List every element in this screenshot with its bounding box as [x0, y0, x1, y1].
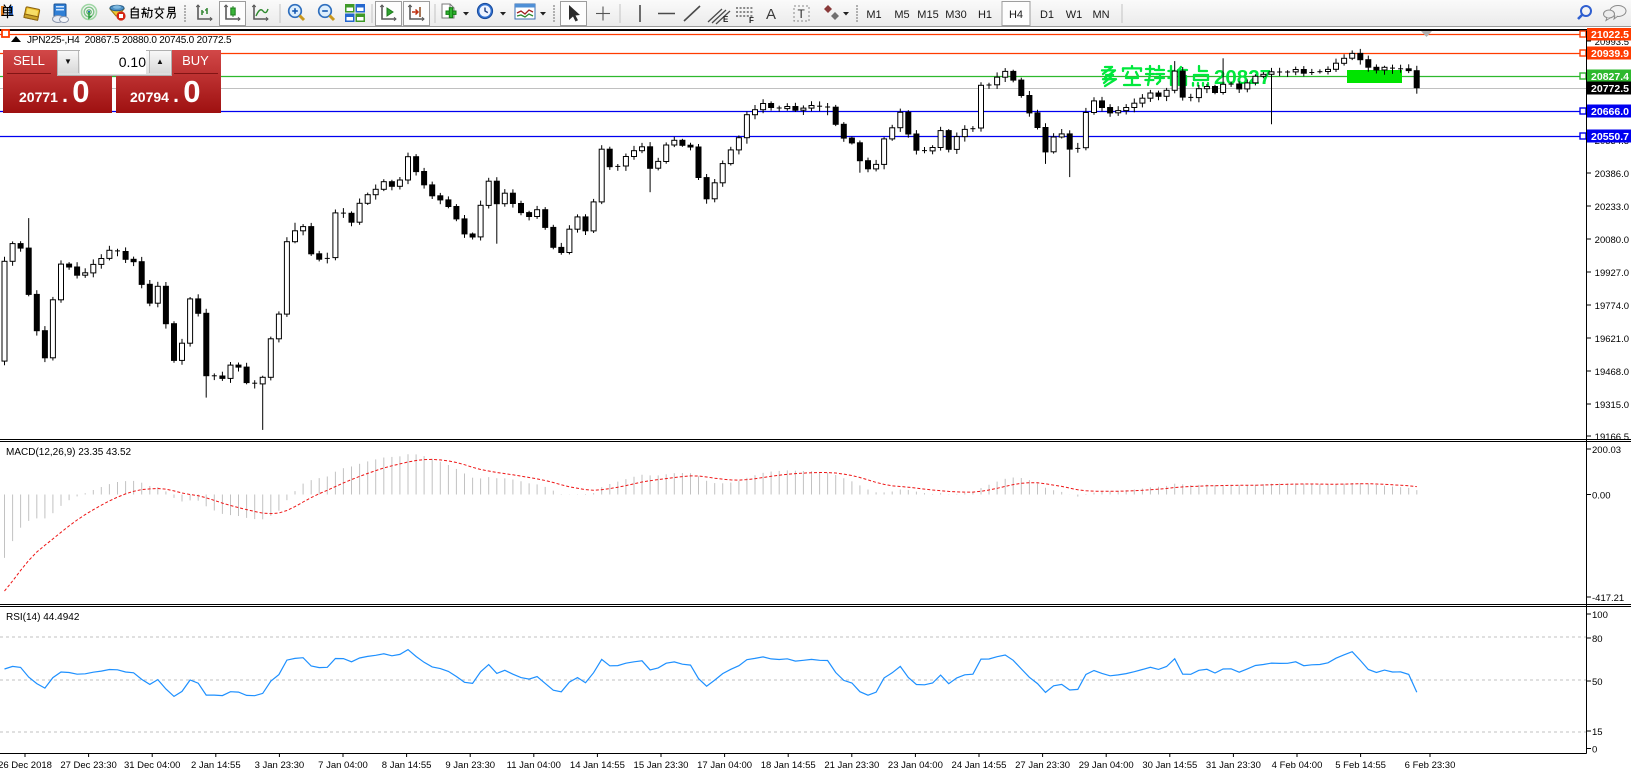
- svg-text:H4: H4: [1009, 9, 1023, 21]
- svg-text:15: 15: [1592, 727, 1603, 738]
- svg-text:19774.0: 19774.0: [1595, 301, 1629, 312]
- svg-text:20772.5: 20772.5: [1591, 83, 1629, 95]
- svg-text:19621.0: 19621.0: [1595, 334, 1629, 345]
- svg-text:20550.7: 20550.7: [1591, 131, 1629, 143]
- svg-text:20993.5: 20993.5: [1595, 37, 1629, 48]
- svg-text:F: F: [749, 16, 754, 25]
- svg-text:24 Jan 14:55: 24 Jan 14:55: [952, 760, 1007, 771]
- svg-text:3 Jan 23:30: 3 Jan 23:30: [255, 760, 305, 771]
- svg-text:31 Jan 23:30: 31 Jan 23:30: [1206, 760, 1261, 771]
- svg-text:29 Jan 04:00: 29 Jan 04:00: [1079, 760, 1134, 771]
- svg-text:6 Feb 23:30: 6 Feb 23:30: [1405, 760, 1456, 771]
- svg-text:T: T: [798, 7, 806, 21]
- svg-text:18 Jan 14:55: 18 Jan 14:55: [761, 760, 816, 771]
- svg-text:D1: D1: [1040, 9, 1054, 21]
- svg-text:-417.21: -417.21: [1592, 593, 1624, 604]
- svg-text:50: 50: [1592, 677, 1603, 688]
- svg-text:4 Feb 04:00: 4 Feb 04:00: [1272, 760, 1323, 771]
- svg-text:20939.9: 20939.9: [1591, 48, 1629, 60]
- svg-text:H1: H1: [978, 9, 992, 21]
- svg-text:20666.0: 20666.0: [1591, 106, 1629, 118]
- svg-text:7 Jan 04:00: 7 Jan 04:00: [318, 760, 368, 771]
- svg-text:30 Jan 14:55: 30 Jan 14:55: [1142, 760, 1197, 771]
- svg-text:M5: M5: [894, 9, 909, 21]
- svg-text:E: E: [723, 15, 729, 24]
- svg-text:19315.0: 19315.0: [1595, 400, 1629, 411]
- svg-text:JPN225-,H4 20867.5 20880.0 20: JPN225-,H4 20867.5 20880.0 20745.0 20772…: [27, 35, 232, 46]
- svg-text:9 Jan 23:30: 9 Jan 23:30: [445, 760, 495, 771]
- svg-text:W1: W1: [1066, 9, 1083, 21]
- svg-text:26 Dec 2018: 26 Dec 2018: [0, 760, 52, 771]
- svg-text:21022.5: 21022.5: [1591, 29, 1629, 41]
- svg-text:20233.0: 20233.0: [1595, 202, 1629, 213]
- svg-text:19927.0: 19927.0: [1595, 268, 1629, 279]
- svg-text:80: 80: [1592, 634, 1603, 645]
- svg-text:8 Jan 14:55: 8 Jan 14:55: [382, 760, 432, 771]
- svg-text:20386.0: 20386.0: [1595, 169, 1629, 180]
- svg-text:200.03: 200.03: [1592, 445, 1621, 456]
- svg-text:M15: M15: [917, 9, 938, 21]
- svg-text:2 Jan 14:55: 2 Jan 14:55: [191, 760, 241, 771]
- svg-text:M1: M1: [866, 9, 881, 21]
- svg-text:MN: MN: [1092, 9, 1109, 21]
- svg-text:19468.0: 19468.0: [1595, 367, 1629, 378]
- svg-text:20080.0: 20080.0: [1595, 235, 1629, 246]
- svg-text:31 Dec 04:00: 31 Dec 04:00: [124, 760, 181, 771]
- svg-text:15 Jan 23:30: 15 Jan 23:30: [634, 760, 689, 771]
- svg-text:M30: M30: [945, 9, 966, 21]
- svg-text:27 Dec 23:30: 27 Dec 23:30: [60, 760, 117, 771]
- svg-text:20827.4: 20827.4: [1591, 71, 1629, 83]
- svg-text:5 Feb 14:55: 5 Feb 14:55: [1335, 760, 1386, 771]
- svg-text:27 Jan 23:30: 27 Jan 23:30: [1015, 760, 1070, 771]
- svg-text:MACD(12,26,9) 23.35 43.52: MACD(12,26,9) 23.35 43.52: [6, 447, 132, 458]
- svg-text:A: A: [766, 6, 776, 23]
- svg-text:11 Jan 04:00: 11 Jan 04:00: [507, 760, 561, 771]
- svg-text:23 Jan 04:00: 23 Jan 04:00: [888, 760, 943, 771]
- svg-text:RSI(14) 44.4942: RSI(14) 44.4942: [6, 612, 80, 623]
- svg-text:0: 0: [1592, 745, 1597, 756]
- svg-text:19166.5: 19166.5: [1595, 432, 1629, 443]
- svg-text:100: 100: [1592, 610, 1608, 621]
- svg-text:0.00: 0.00: [1592, 491, 1611, 502]
- svg-text:17 Jan 04:00: 17 Jan 04:00: [697, 760, 752, 771]
- svg-text:21 Jan 23:30: 21 Jan 23:30: [824, 760, 879, 771]
- svg-text:14 Jan 14:55: 14 Jan 14:55: [570, 760, 625, 771]
